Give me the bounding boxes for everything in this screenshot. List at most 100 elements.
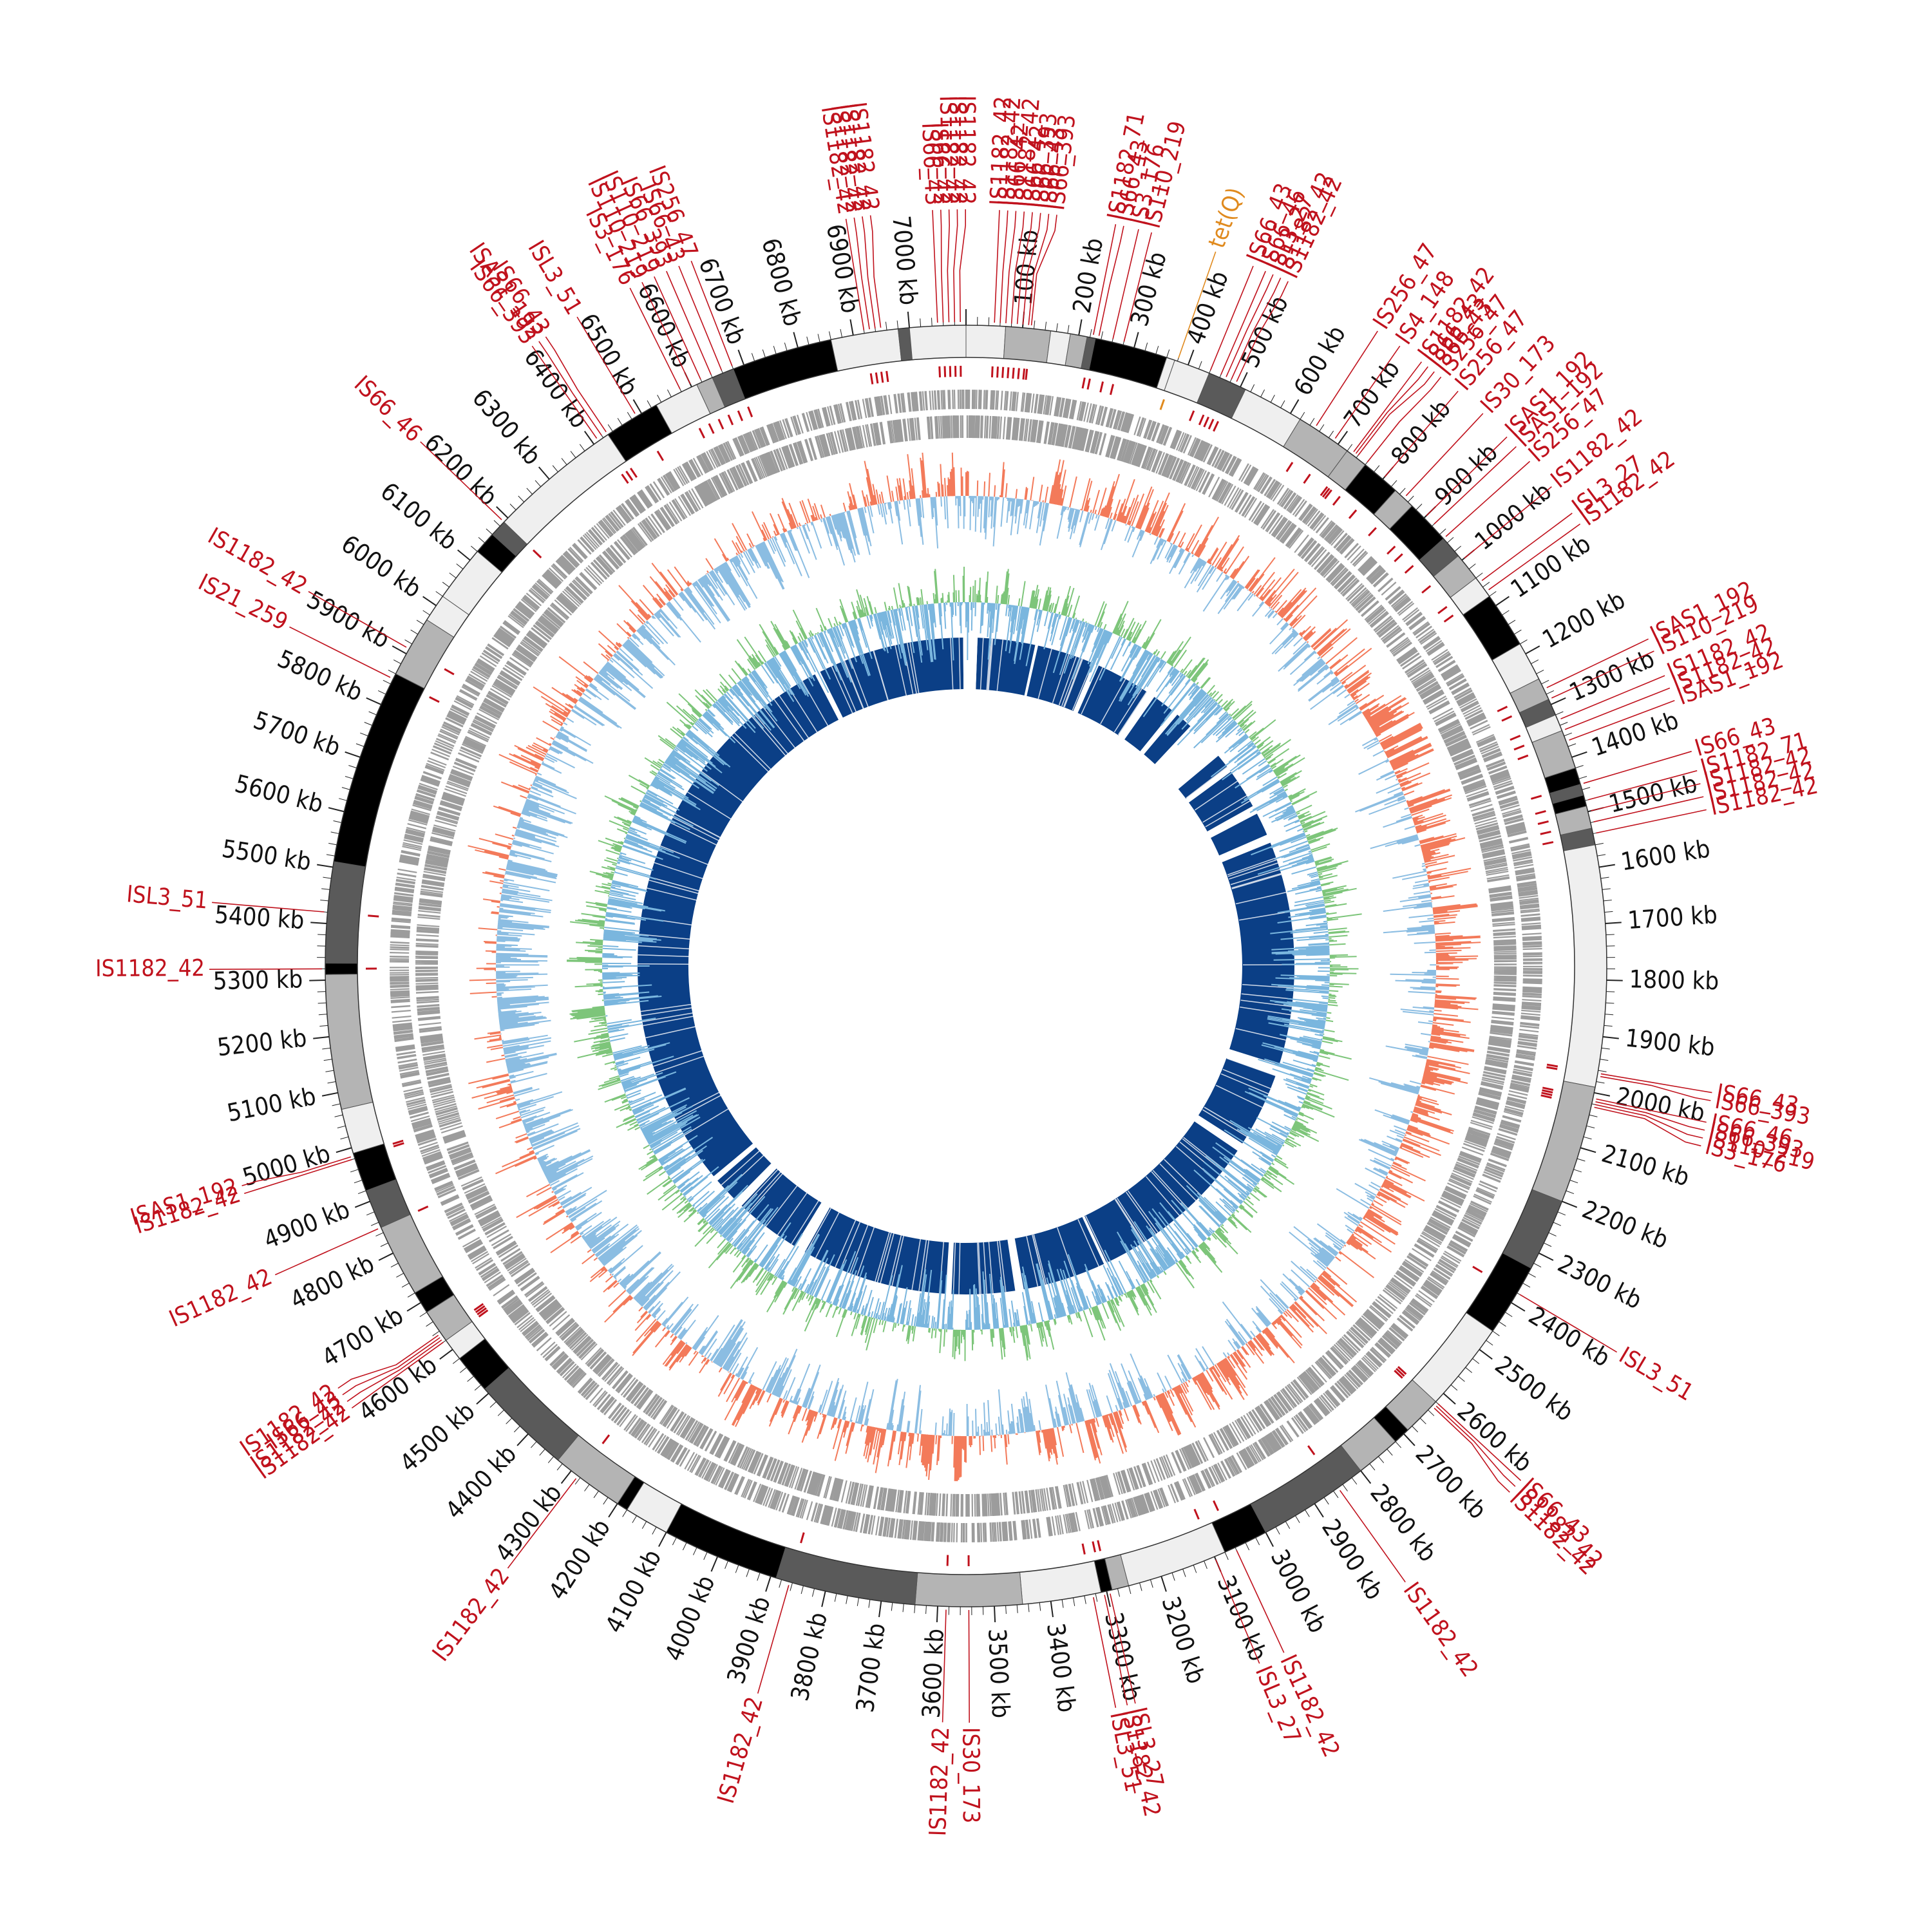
contig-segment (341, 1101, 384, 1154)
is-mark (478, 1309, 489, 1318)
tick-label: 7000 kb (887, 214, 923, 307)
is-element-track (366, 366, 1558, 1566)
is-mark (1537, 820, 1549, 825)
is-connector (1028, 214, 1050, 325)
minor-tick (762, 349, 766, 358)
minor-tick (1586, 1125, 1595, 1129)
minor-tick (332, 1103, 341, 1106)
histogram-negative (495, 495, 1437, 1437)
minor-tick (1601, 1047, 1610, 1050)
tick-label: 1700 kb (1627, 900, 1718, 934)
minor-tick (561, 458, 567, 465)
minor-tick (1472, 1358, 1480, 1364)
major-tick (765, 1576, 772, 1592)
is-mark (1081, 377, 1086, 389)
is-element-label: IS1182_42 (713, 1694, 768, 1806)
blast-gap (1118, 690, 1155, 741)
is-mark (1109, 384, 1115, 395)
major-tick (658, 1531, 667, 1548)
is-mark (886, 371, 889, 383)
is-mark (1213, 421, 1219, 432)
is-connector (576, 316, 636, 414)
minor-tick (840, 328, 842, 337)
contig-segment (380, 1213, 443, 1294)
major-tick (1580, 1147, 1596, 1153)
minor-tick (1605, 934, 1615, 936)
is-mark (1541, 1092, 1553, 1096)
minor-tick (1450, 1384, 1458, 1391)
minor-tick (925, 1605, 927, 1615)
is-mark (1213, 1500, 1219, 1511)
tick-label: 5400 kb (214, 900, 305, 934)
major-tick (1602, 1036, 1619, 1039)
is-connector (242, 1156, 352, 1186)
minor-tick (323, 1059, 332, 1061)
is-mark (601, 1434, 611, 1444)
minor-tick (366, 1211, 375, 1216)
is-mark (1086, 378, 1091, 390)
is-connector (1209, 265, 1254, 371)
minor-tick (1387, 1448, 1393, 1456)
minor-tick (1328, 430, 1334, 439)
minor-tick (1193, 1565, 1197, 1573)
tick-label: 2300 kb (1553, 1249, 1646, 1315)
minor-tick (1428, 1410, 1435, 1416)
major-tick (793, 332, 799, 348)
is-mark (1193, 1508, 1200, 1520)
minor-tick (1198, 361, 1202, 370)
tick-label: 5600 kb (232, 769, 326, 818)
major-tick (1511, 1302, 1526, 1312)
is-element-label: IS1182_42 (925, 1727, 954, 1837)
tick-label: 300 kb (1125, 249, 1172, 329)
minor-tick (320, 900, 329, 902)
minor-tick (526, 488, 533, 495)
is-connector (1564, 687, 1671, 730)
is-mark (1324, 489, 1332, 500)
major-tick (632, 399, 643, 414)
tick-label: 6000 kb (336, 529, 426, 603)
gene-track-reverse (415, 415, 1517, 1517)
minor-tick (1559, 722, 1568, 726)
is-connector (1355, 366, 1428, 454)
is-mark (1321, 488, 1331, 498)
tick-label: 6100 kb (375, 477, 463, 555)
minor-tick (579, 444, 585, 451)
is-mark (1510, 735, 1521, 741)
is-connector (274, 1228, 379, 1276)
minor-tick (1513, 629, 1522, 635)
minor-tick (1309, 418, 1315, 426)
major-tick (354, 1200, 370, 1208)
minor-tick (531, 1441, 537, 1448)
minor-tick (422, 610, 430, 616)
tick-label: 2800 kb (1365, 1479, 1443, 1567)
is-connector (1587, 770, 1698, 800)
minor-tick (617, 418, 623, 426)
is-connector (1030, 214, 1057, 326)
minor-tick (328, 842, 337, 846)
minor-tick (1260, 389, 1265, 397)
is-connector (1010, 211, 1025, 324)
is-connector (1231, 278, 1282, 380)
minor-tick (1416, 504, 1423, 511)
minor-tick (1578, 776, 1587, 779)
is-mark (869, 373, 874, 384)
major-tick (878, 1601, 882, 1618)
is-connector (342, 1337, 440, 1396)
minor-tick (407, 1293, 415, 1298)
minor-tick (672, 1537, 677, 1546)
minor-tick (321, 888, 330, 890)
is-connector (1594, 1106, 1701, 1147)
is-element-label: IS1182_42 (994, 96, 1026, 207)
minor-tick (390, 1263, 399, 1267)
is-connector (1358, 371, 1435, 456)
is-element-label: IS1182_42 (95, 955, 205, 982)
contig-segment (1531, 1081, 1596, 1202)
is-connector (942, 1609, 947, 1723)
minor-tick (1583, 1136, 1592, 1140)
minor-tick (449, 573, 457, 578)
minor-tick (1061, 1599, 1064, 1608)
minor-tick (1596, 1081, 1605, 1084)
is-connector (1093, 1597, 1117, 1708)
is-connector (862, 216, 876, 329)
is-mark (1472, 1265, 1483, 1273)
